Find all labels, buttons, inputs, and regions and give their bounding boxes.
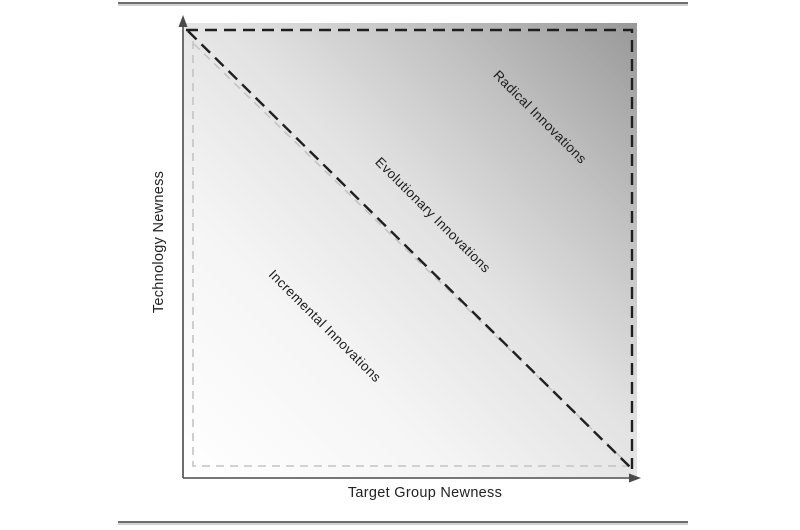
y-axis-label: Technology Newness — [151, 170, 167, 314]
incremental-boundary-dashed — [193, 43, 629, 465]
x-axis-arrowhead-icon — [629, 473, 641, 483]
x-axis-label: Target Group Newness — [347, 485, 503, 501]
y-axis-arrowhead-icon — [178, 15, 188, 27]
bottom-separator-rule — [118, 521, 688, 525]
outer-dashed-frame — [186, 28, 634, 469]
radical-evolutionary-boundary-dashed — [187, 30, 633, 470]
top-separator-rule — [118, 2, 688, 6]
inner-dashed-frame — [192, 41, 629, 467]
